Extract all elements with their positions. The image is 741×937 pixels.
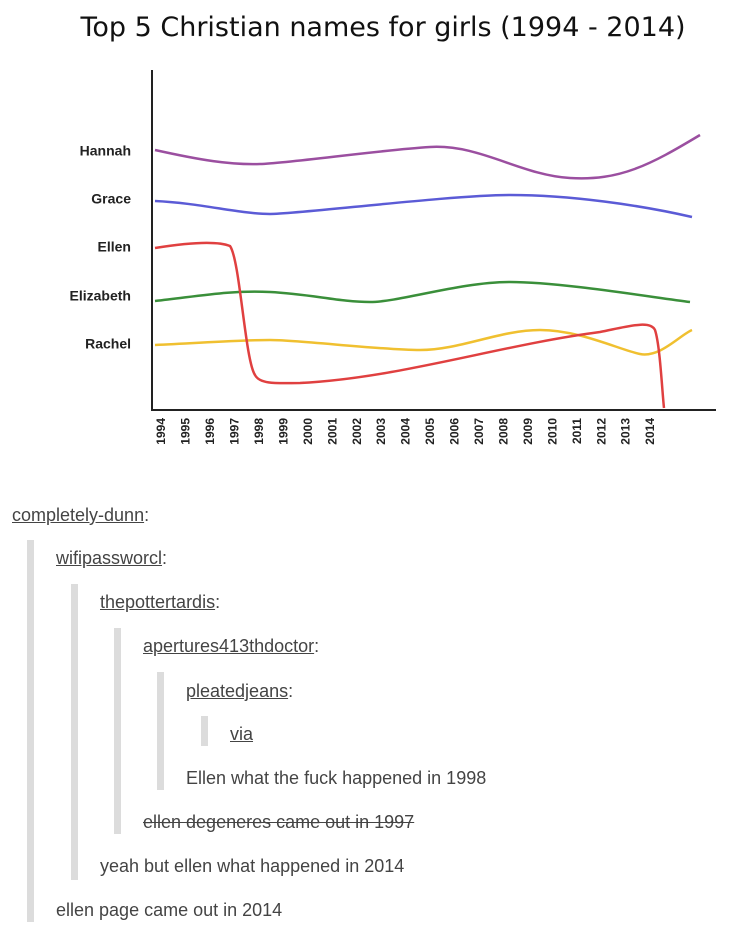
quote-bar — [27, 540, 34, 922]
thread-row: Ellen what the fuck happened in 1998 — [186, 768, 486, 788]
thread-row: wifipassworcl: — [56, 548, 167, 568]
thread-row: ellen page came out in 2014 — [56, 900, 282, 920]
thread-row: apertures413thdoctor: — [143, 636, 319, 656]
comment-text: ellen degeneres came out in 1997 — [143, 812, 415, 832]
comment-text: ellen page came out in 2014 — [56, 900, 283, 920]
thread-row: yeah but ellen what happened in 2014 — [100, 856, 404, 876]
name-label: Grace — [91, 191, 131, 207]
name-label: Ellen — [98, 239, 131, 255]
year-label: 1995 — [179, 418, 193, 445]
ellen-line — [154, 241, 666, 409]
chart-image: Top 5 Christian names for girls (1994 - … — [70, 12, 716, 445]
year-label: 2010 — [545, 418, 559, 445]
year-label: 2003 — [374, 418, 388, 445]
year-label: 1994 — [154, 418, 168, 445]
year-label: 2013 — [619, 418, 633, 445]
username-link[interactable]: wifipassworcl — [56, 548, 163, 568]
year-label: 1996 — [203, 418, 217, 445]
year-label: 1998 — [252, 418, 266, 445]
labels: Hannah Grace Ellen Elizabeth Rachel 1994 1995 1… — [70, 143, 658, 445]
colon: : — [162, 548, 168, 568]
year-label: 2011 — [570, 418, 584, 444]
colon: : — [144, 505, 150, 525]
comment-text: Ellen what the fuck happened in 1998 — [186, 768, 487, 788]
thread-row: thepottertardis: — [100, 592, 220, 612]
elizabeth-line — [154, 280, 691, 304]
thread-row: via — [230, 724, 253, 744]
year-label: 2009 — [521, 418, 535, 445]
quote-bar — [71, 584, 78, 880]
grace-line — [154, 193, 693, 219]
year-label: 2012 — [594, 418, 608, 445]
colon: : — [314, 636, 320, 656]
year-label: 2004 — [399, 418, 413, 445]
name-label: Elizabeth — [70, 288, 131, 304]
rachel-line — [154, 328, 693, 356]
year-label: 2006 — [448, 418, 462, 445]
username-link[interactable]: thepottertardis — [100, 592, 216, 612]
hannah-line — [154, 133, 701, 180]
year-label: 2007 — [472, 418, 486, 445]
quote-bar — [114, 628, 121, 834]
username-link[interactable]: pleatedjeans — [186, 681, 289, 701]
year-label: 2000 — [301, 418, 315, 445]
year-label: 1997 — [228, 418, 242, 445]
lines — [154, 133, 701, 409]
comment-text: yeah but ellen what happened in 2014 — [100, 856, 405, 876]
colon: : — [288, 681, 294, 701]
year-label: 2002 — [350, 418, 364, 445]
username-link[interactable]: apertures413thdoctor — [143, 636, 315, 656]
year-label: 2001 — [325, 418, 339, 445]
thread-row: pleatedjeans: — [186, 681, 293, 701]
name-label: Rachel — [85, 336, 131, 352]
year-label: 2008 — [496, 418, 510, 445]
quote-bar — [157, 672, 164, 790]
thread-row: ellen degeneres came out in 1997 — [143, 812, 414, 832]
chart-title: Top 5 Christian names for girls (1994 - … — [79, 12, 685, 43]
year-label: 1999 — [276, 418, 290, 445]
quote-bar — [201, 716, 208, 746]
colon: : — [215, 592, 221, 612]
username-link[interactable]: completely-dunn — [12, 505, 145, 525]
name-label: Hannah — [80, 143, 131, 159]
thread-row: completely-dunn: — [12, 505, 149, 525]
year-label: 2014 — [643, 418, 657, 445]
year-label: 2005 — [423, 418, 437, 445]
via-link[interactable]: via — [230, 724, 254, 744]
